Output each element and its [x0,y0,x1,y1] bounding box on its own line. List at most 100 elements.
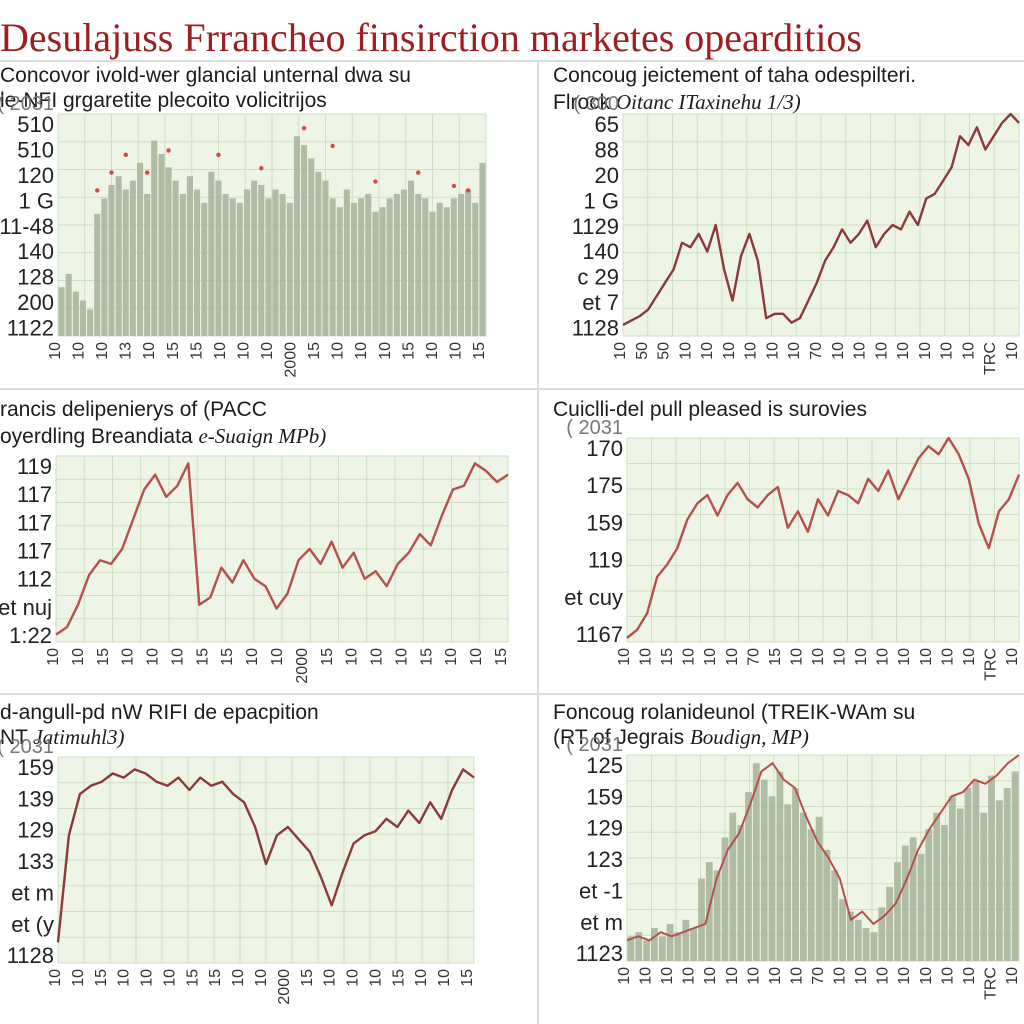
chart-panel-4: Cuiclli-del pull pleased is surovies( 20… [539,390,1024,691]
chart-subtitle: le-NFI grgaretite plecoito volicitrijos [0,88,327,113]
chart-panel-5: d-angull-pd nW RIFI de epacpition NT Jati… [0,695,535,1024]
bar [72,291,79,336]
x-tick-label: 10 [852,342,869,360]
chart-subtitle-italic: e-Suaign MPb) [198,424,327,448]
y-tick-label: 123 [586,847,623,872]
data-point-marker [373,179,378,184]
x-tick-label: 10 [269,648,286,666]
x-tick-label: 10 [344,648,361,666]
y-tick-label: 1129 [572,214,619,239]
x-tick-label: 10 [322,969,339,987]
x-tick-label: 15 [390,969,407,987]
y-tick-label: 65 [595,112,619,137]
x-tick-label: 10 [788,967,805,985]
y-axis-top-label: ( 2031 [0,93,54,115]
divider [0,388,1024,390]
x-tick-label: 10 [436,969,453,987]
bar [165,167,172,336]
bar [964,788,972,961]
x-tick-label: 10 [345,969,362,987]
x-tick-label: 10 [47,969,64,987]
x-tick-label: 10 [330,342,347,360]
bar [343,189,350,336]
x-tick-label: TRC [982,342,999,375]
bar [909,837,917,961]
data-point-marker [259,166,264,171]
x-tick-label: 10 [681,967,698,985]
y-tick-label: 1128 [572,316,619,341]
data-point-marker [166,148,171,153]
x-tick-label: 10 [677,342,694,360]
x-tick-label: 10 [353,342,370,360]
x-tick-label: 15 [93,969,110,987]
bar [980,812,988,961]
bar [443,207,450,336]
x-tick-label: 10 [612,342,629,360]
bar [122,189,129,336]
y-tick-label: 140 [582,239,619,264]
y-tick-label: 140 [17,239,54,264]
chart-subtitle-text: oyerdling Breandiata [0,425,199,448]
bar [627,936,635,961]
x-tick-label: 10 [939,342,956,360]
x-tick-label: 10 [367,969,384,987]
x-tick-label: 15 [194,648,211,666]
data-point-marker [123,152,128,157]
y-tick-label: 200 [17,290,54,315]
divider [0,60,1024,62]
chart-title: Foncoug rolanideunol (TREIK-WAm su [553,701,916,724]
x-tick-label: 10 [721,342,738,360]
x-tick-label: 10 [45,648,62,666]
x-tick-label: 70 [808,342,825,360]
bar [1011,771,1019,961]
x-tick-label: 10 [699,342,716,360]
x-tick-label: 10 [393,648,410,666]
bar [408,180,415,336]
data-point-marker [109,170,114,175]
bar [158,154,165,336]
y-tick-label: 117 [17,510,52,535]
y-tick-label: 117 [17,482,52,507]
bar [807,829,815,961]
y-tick-label: 117 [17,539,52,564]
bar [393,193,400,336]
y-axis-top-label: ( 2031 [566,417,623,439]
y-tick-label: et cuy [564,585,623,610]
x-tick-label: 2000 [283,342,300,378]
bar [737,825,745,961]
x-tick-label: 2000 [276,969,293,1005]
x-tick-label: 10 [377,342,394,360]
x-tick-label: 10 [1004,648,1021,666]
bar [713,870,721,961]
x-tick-label: 10 [443,648,460,666]
bar [293,136,300,336]
y-tick-label: 510 [17,137,54,162]
page-title: Desulajuss Frrancheo finsirction markete… [0,15,862,60]
bar [108,185,115,336]
chart-subtitle-italic: Boudign, MP) [689,725,809,749]
series-line [622,112,1020,326]
x-tick-label: 10 [169,648,186,666]
y-tick-label: 175 [586,473,623,498]
bar [635,932,643,961]
series-line [56,768,475,943]
x-tick-label: 10 [873,342,890,360]
x-tick-label: 10 [659,967,676,985]
x-tick-label: 70 [745,648,762,666]
x-tick-label: 10 [447,342,464,360]
chart-title: Concovor ivold-wer glancial unternal dwa… [0,64,411,87]
bar [144,193,151,336]
x-tick-label: 15 [493,648,510,666]
bar [972,779,980,961]
x-tick-label: 10 [896,967,913,985]
bar [450,198,457,336]
y-tick-label: 1167 [576,622,623,647]
y-tick-label: 129 [17,818,54,843]
bar [137,162,144,336]
chart-subtitle-text: Flrock [553,91,616,114]
bar [698,878,705,961]
bar [784,804,792,961]
x-tick-label: 10 [724,648,741,666]
